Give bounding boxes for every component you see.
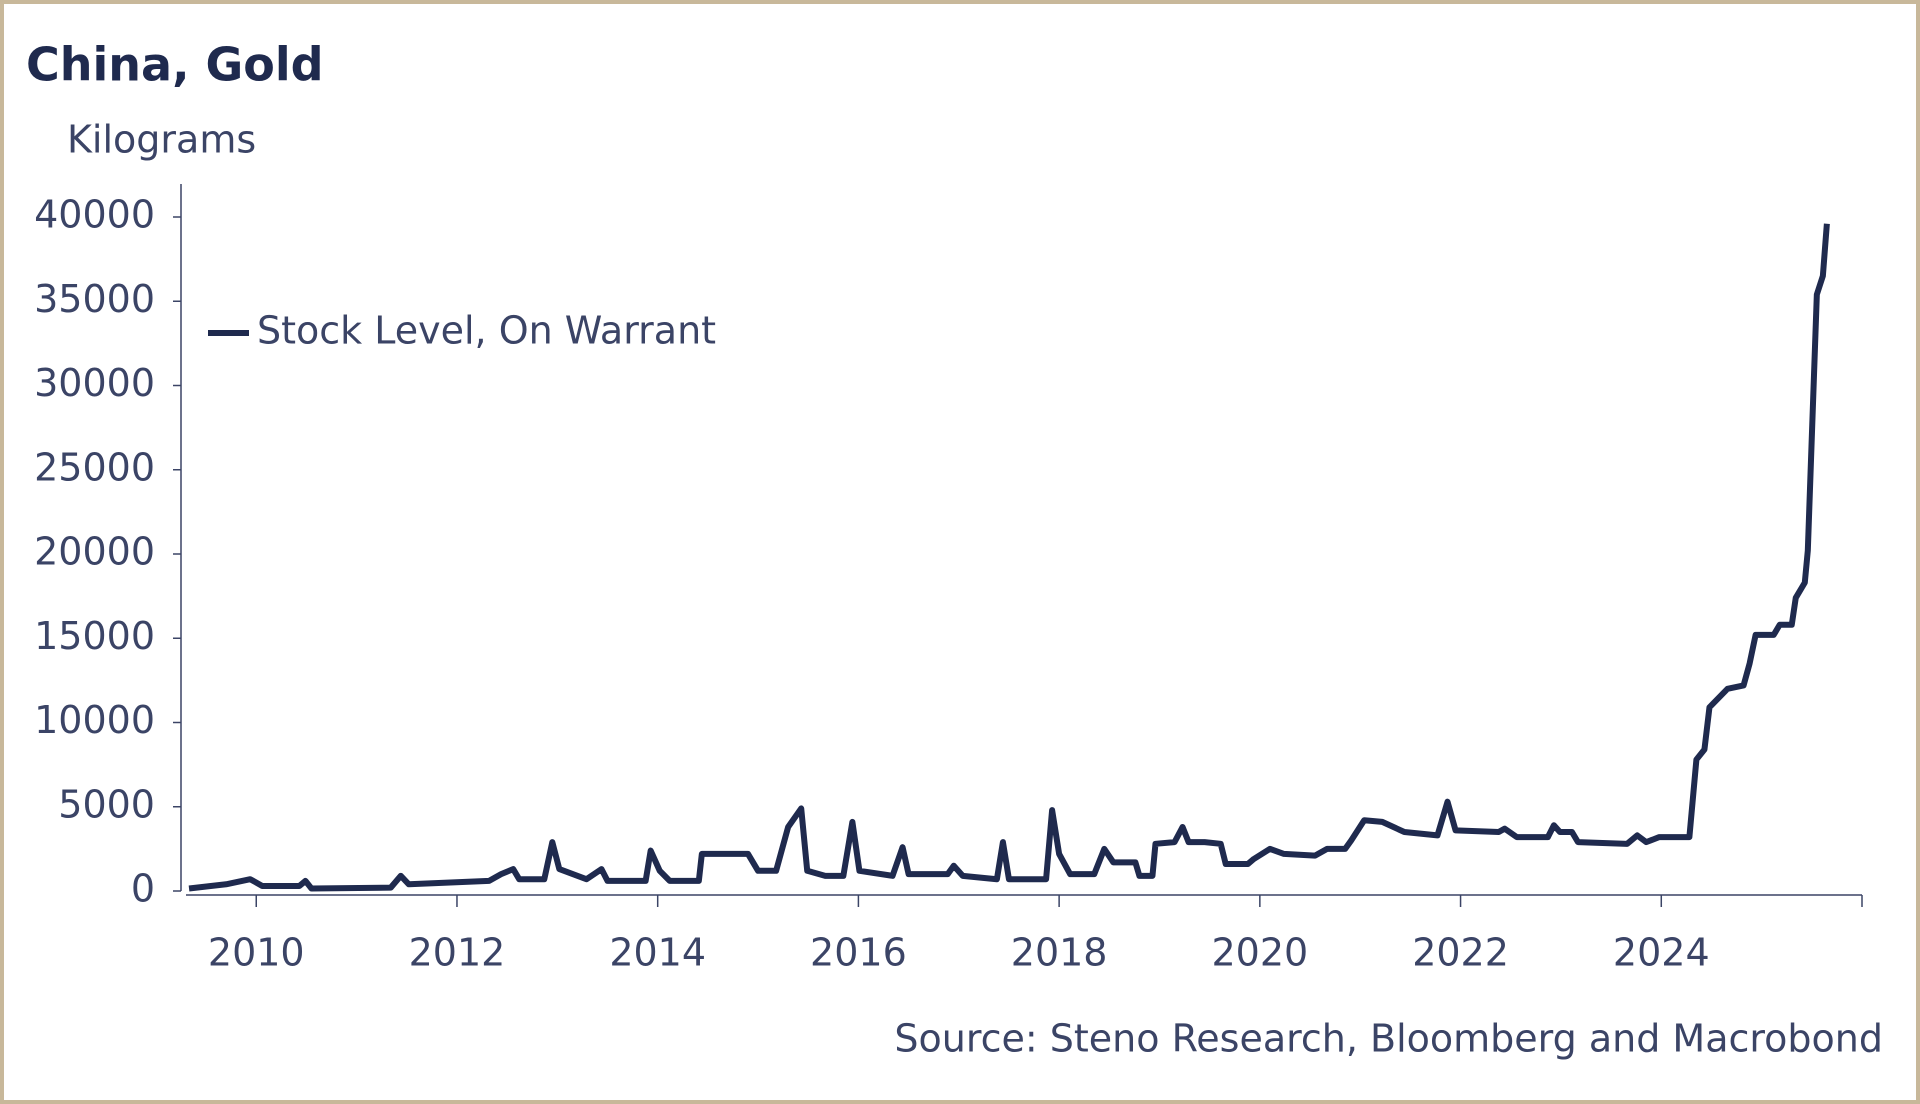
x-tick-label: 2022	[1412, 931, 1509, 975]
x-tick-label: 2018	[1011, 931, 1108, 975]
legend-label: Stock Level, On Warrant	[257, 309, 716, 353]
x-tick-label: 2020	[1211, 931, 1308, 975]
x-tick-label: 2016	[810, 931, 907, 975]
data-line	[188, 223, 1830, 892]
y-tick-label: 5000	[58, 782, 155, 826]
source-note: Source: Steno Research, Bloomberg and Ma…	[894, 1017, 1883, 1061]
y-tick-label: 40000	[34, 193, 155, 237]
chart-title: China, Gold	[26, 38, 324, 92]
y-tick-label: 0	[131, 867, 155, 911]
y-tick-label: 20000	[34, 530, 155, 574]
y-tick-label: 30000	[34, 361, 155, 405]
y-tick-label: 10000	[34, 698, 155, 742]
y-tick-label: 35000	[34, 277, 155, 321]
y-axis-label: Kilograms	[67, 118, 256, 162]
x-tick-label: 2014	[609, 931, 706, 975]
x-tick-label: 2024	[1613, 931, 1710, 975]
y-tick-label: 15000	[34, 614, 155, 658]
x-tick-label: 2010	[208, 931, 305, 975]
y-tick-label: 25000	[34, 445, 155, 489]
x-tick-label: 2012	[409, 931, 506, 975]
